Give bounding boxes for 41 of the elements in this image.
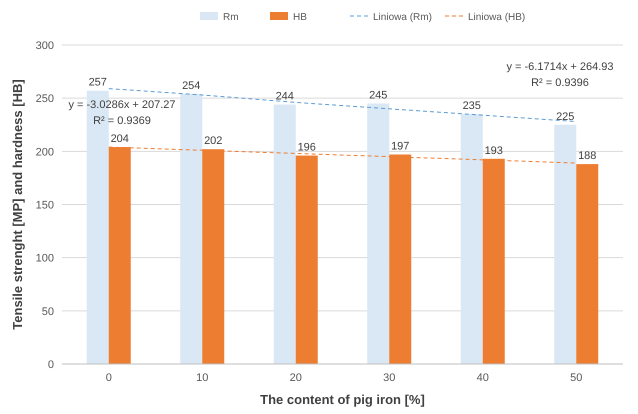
y-axis-title: Tensile strenght [MP] and hardness [HB]: [10, 79, 25, 330]
data-label: 197: [391, 140, 410, 153]
legend-label: Liniowa (HB): [468, 12, 526, 23]
bar: [180, 94, 202, 364]
y-tick-label: 0: [48, 359, 54, 371]
x-tick-label: 0: [106, 372, 112, 384]
x-tick-label: 10: [196, 372, 208, 384]
y-tick-label: 50: [42, 306, 54, 318]
bar: [576, 164, 598, 364]
y-tick-label: 150: [36, 200, 54, 212]
annotation: y = -6.1714x + 264.93: [506, 61, 614, 73]
bar: [460, 114, 483, 364]
legend-label: HB: [293, 12, 308, 23]
bar: [554, 124, 576, 364]
x-tick-label: 40: [476, 372, 489, 384]
data-label: 245: [369, 89, 388, 102]
x-tick-label: 50: [570, 372, 582, 384]
data-label: 257: [88, 76, 107, 89]
data-label: 202: [204, 135, 222, 148]
data-label: 204: [110, 133, 129, 146]
x-axis-title: The content of pig iron [%]: [260, 392, 425, 407]
data-label: 254: [182, 80, 200, 92]
bar: [274, 104, 296, 364]
annotation: R² = 0.9396: [531, 77, 589, 89]
data-label: 196: [298, 142, 316, 154]
data-label: 235: [462, 100, 481, 112]
annotation: y = -3.0286x + 207.27: [68, 99, 176, 111]
bar: [367, 103, 390, 364]
data-label: 193: [484, 144, 503, 157]
data-label: 188: [578, 150, 596, 162]
data-label: 225: [556, 110, 574, 123]
y-tick-label: 250: [36, 93, 54, 106]
x-tick-label: 20: [290, 372, 302, 384]
x-tick-label: 30: [383, 372, 396, 384]
legend-label: Rm: [223, 12, 239, 23]
y-tick-label: 100: [36, 252, 54, 265]
legend-label: Liniowa (Rm): [373, 12, 432, 23]
data-label: 244: [276, 90, 294, 103]
y-tick-label: 300: [36, 40, 54, 52]
y-tick-label: 200: [36, 146, 54, 158]
annotation: R² = 0.9369: [93, 115, 151, 127]
